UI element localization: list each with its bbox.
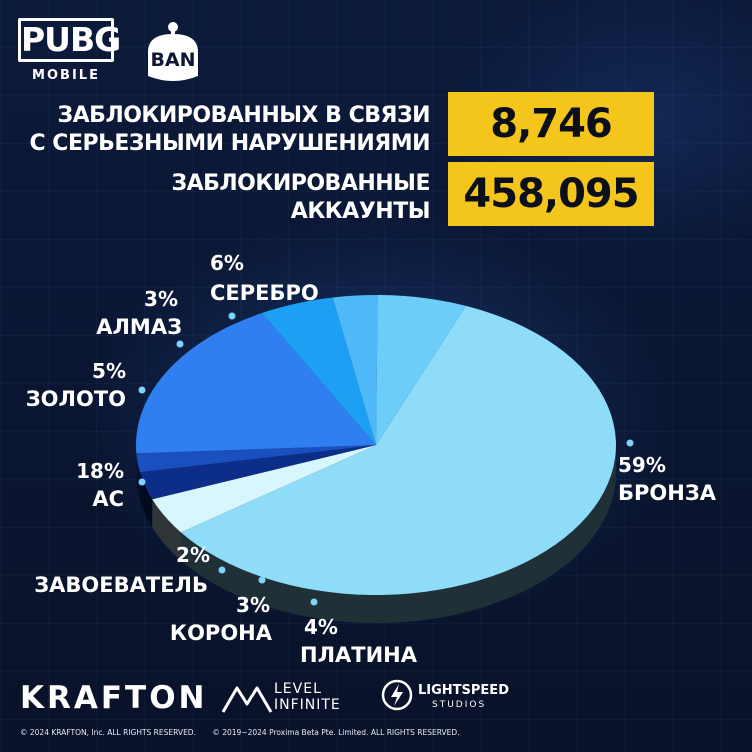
slice-dot-золото: [138, 386, 146, 394]
slice-pct-ас: 18%: [76, 459, 124, 483]
slice-pct-платина: 4%: [304, 615, 338, 639]
level-infinite-icon: [221, 686, 273, 713]
slice-label-алмаз: АЛМАЗ: [96, 315, 182, 339]
lightspeed-icon: [381, 679, 413, 711]
level-infinite-logo: LEVEL INFINITE: [220, 680, 360, 716]
pubg-mobile-logo: PUBG MOBILE: [18, 18, 121, 90]
slice-label-завоеватель: ЗАВОЕВАТЕЛЬ: [34, 573, 208, 597]
slice-side-бронза: [180, 445, 616, 624]
slice-серебро: [376, 295, 466, 445]
slice-pct-корона: 3%: [236, 593, 270, 617]
slice-side-корона: [139, 472, 153, 528]
pubg-logo-word: PUBG: [18, 18, 121, 62]
banned-accounts-label-line2: АККАУНТЫ: [290, 199, 431, 224]
copyright-proxima: © 2019~2024 Proxima Beta Pte. Limited. A…: [212, 728, 460, 737]
slice-dot-ас: [138, 478, 146, 486]
slice-pct-золото: 5%: [92, 359, 126, 383]
slice-dot-алмаз: [176, 340, 184, 348]
slice-dot-бронза: [626, 439, 634, 447]
copyright-krafton: © 2024 KRAFTON, Inc. ALL RIGHTS RESERVED…: [20, 728, 196, 737]
pie-labels: 59% БРОНЗА 4% ПЛАТИНА 3% КОРОНА 2% ЗАВОЕВАТЕЛЬ 1…: [26, 251, 717, 667]
severe-violations-label-line1: ЗАБЛОКИРОВАННЫХ В СВЯЗИ: [57, 103, 431, 128]
slice-dot-серебро: [228, 312, 236, 320]
slice-платина: [152, 445, 376, 533]
slice-side-завоеватель: [136, 453, 140, 501]
slice-label-серебро: СЕРЕБРО: [210, 281, 319, 305]
ban-rank-pie-chart: 59% БРОНЗА 4% ПЛАТИНА 3% КОРОНА 2% ЗАВОЕВАТЕЛЬ 1…: [26, 251, 717, 667]
slice-pct-завоеватель: 2%: [176, 543, 210, 567]
slice-label-золото: ЗОЛОТО: [26, 387, 126, 411]
slice-label-ас: АС: [92, 487, 124, 511]
ban-icon: BAN: [148, 22, 198, 81]
krafton-logo: KRAFTON: [20, 680, 208, 716]
level-infinite-line2: INFINITE: [274, 697, 341, 713]
level-infinite-line1: LEVEL: [274, 681, 322, 697]
severe-violations-label: ЗАБЛОКИРОВАННЫХ В СВЯЗИ С СЕРЬЕЗНЫМИ НАР…: [30, 102, 431, 158]
slice-pct-бронза: 59%: [618, 453, 666, 477]
lightspeed-sub: STUDIOS: [432, 700, 487, 710]
level-infinite-text: LEVEL INFINITE: [274, 681, 341, 713]
banned-accounts-value: 458,095: [448, 162, 654, 226]
pie-slices: [136, 295, 616, 595]
slice-алмаз: [332, 295, 378, 445]
slice-pct-алмаз: 3%: [144, 287, 178, 311]
severe-violations-label-line2: С СЕРЬЕЗНЫМИ НАРУШЕНИЯМИ: [29, 131, 431, 156]
slice-ас: [136, 313, 376, 454]
severe-violations-value: 8,746: [448, 92, 654, 156]
ban-icon-text: BAN: [150, 49, 195, 71]
banned-accounts-label: ЗАБЛОКИРОВАННЫЕ АККАУНТЫ: [171, 170, 430, 226]
slice-side-платина: [152, 499, 181, 561]
slice-завоеватель: [136, 445, 376, 473]
copyright-line: © 2024 KRAFTON, Inc. ALL RIGHTS RESERVED…: [20, 728, 740, 737]
slice-pct-серебро: 6%: [210, 251, 244, 275]
slice-label-бронза: БРОНЗА: [618, 481, 717, 505]
slice-золото: [261, 297, 376, 445]
pubg-logo-sub: MOBILE: [32, 68, 100, 83]
slice-label-корона: КОРОНА: [170, 621, 273, 645]
slice-label-платина: ПЛАТИНА: [300, 643, 418, 667]
lightspeed-text: LIGHTSPEED: [418, 683, 509, 698]
slice-dot-платина: [310, 598, 318, 606]
banned-accounts-label-line1: ЗАБЛОКИРОВАННЫЕ: [171, 171, 430, 196]
slice-корона: [139, 445, 376, 500]
slice-dot-завоеватель: [218, 566, 226, 574]
slice-бронза: [180, 305, 616, 595]
pie-depth: [136, 445, 616, 624]
slice-dot-корона: [258, 576, 266, 584]
lightspeed-studios-logo: LIGHTSPEED STUDIOS: [380, 678, 520, 718]
